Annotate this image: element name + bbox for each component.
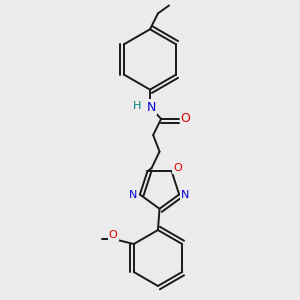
- Text: N: N: [129, 190, 138, 200]
- Text: O: O: [173, 163, 182, 173]
- Text: H: H: [133, 100, 142, 110]
- Text: N: N: [181, 190, 190, 200]
- Text: O: O: [181, 112, 190, 125]
- Text: O: O: [109, 230, 118, 240]
- Text: N: N: [147, 100, 156, 114]
